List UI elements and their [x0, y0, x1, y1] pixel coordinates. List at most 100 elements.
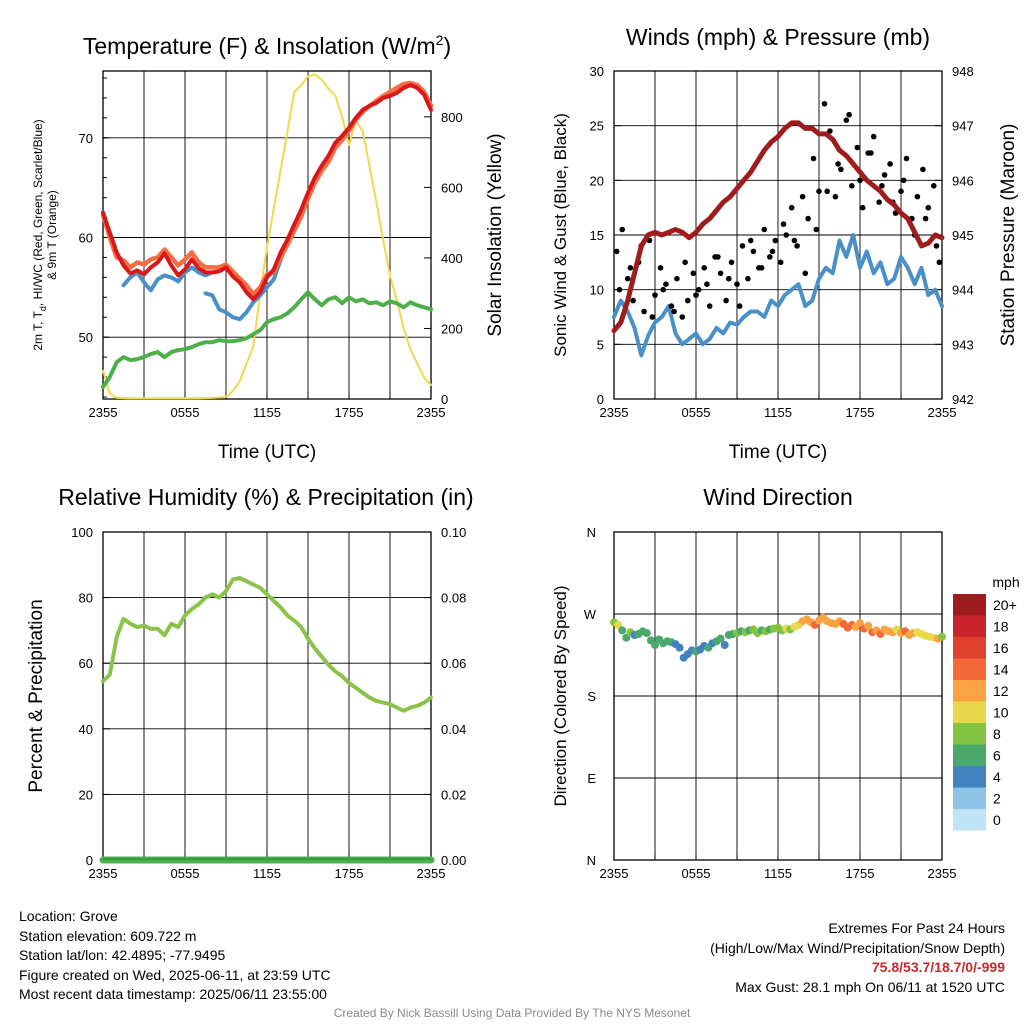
y2-axis-label-group: Solar Insolation (Yellow): [485, 133, 506, 336]
y-tick-label: 0: [86, 853, 93, 868]
y-axis-label: Sonic Wind & Gust (Blue, Black): [551, 113, 570, 357]
gust-point: [859, 204, 866, 211]
y2-tick-label: 0.08: [441, 591, 466, 606]
gust-point: [627, 265, 634, 271]
gust-point: [750, 248, 757, 255]
gust-point: [652, 292, 658, 298]
legend-label: 8: [993, 726, 1001, 742]
x-tick-label: 1155: [764, 866, 792, 881]
gust-point: [769, 248, 776, 255]
y2-tick-label: 0.04: [441, 722, 466, 737]
x-tick-label: 2355: [417, 405, 446, 420]
y-tick-label: 10: [590, 283, 604, 298]
y2-tick-label: 0.02: [441, 787, 466, 802]
gust-point: [788, 204, 795, 211]
y-tick-label: 60: [79, 230, 93, 245]
x-tick-label: 2355: [89, 405, 118, 420]
y-axis-label: 2m T, Td, HI/WC (Red, Green, Scarlet/Blu…: [31, 119, 59, 350]
y-axis-label-group: Direction (Colored By Speed): [551, 585, 570, 806]
x-tick-label: 0555: [171, 866, 200, 881]
gust-point: [630, 297, 636, 304]
gust-point: [936, 259, 943, 266]
x-axis-label: Time (UTC): [218, 442, 317, 463]
y2-tick-label: 946: [952, 173, 974, 188]
heat-index-windchill-line: [121, 240, 290, 322]
y-axis-label-group: Sonic Wind & Gust (Blue, Black): [551, 113, 570, 357]
y-axis-label-line-1: 2m T, Td, HI/WC (Red, Green, Scarlet/Blu…: [31, 119, 48, 350]
gust-point: [706, 303, 713, 309]
gust-point: [616, 286, 623, 293]
gust-point: [685, 297, 691, 304]
legend-swatch: [953, 766, 986, 788]
extremes-title: Extremes For Past 24 Hours: [828, 920, 1005, 936]
y2-tick-label: 947: [952, 119, 974, 134]
extremes-values: 75.8/53.7/18.7/0/-999: [871, 959, 1005, 975]
legend-label: 0: [993, 812, 1001, 828]
gust-point: [772, 237, 779, 244]
y2-tick-label: 0: [441, 392, 448, 407]
insolation-line: [102, 73, 432, 400]
y-tick-label: 5: [597, 337, 604, 352]
y2-tick-label: 943: [952, 337, 974, 352]
ylabel-part-3: , HI/WC (Red, Green, Scarlet/Blue): [31, 119, 45, 306]
gust-point: [922, 215, 929, 222]
credit-line: Created By Nick Bassill Using Data Provi…: [333, 1006, 691, 1020]
x-tick-label: 2355: [928, 866, 957, 881]
gust-point: [827, 128, 833, 134]
y2-tick-label: 0.10: [441, 525, 466, 540]
y-axis-label-line-2: & 9m T (Orange): [45, 190, 59, 280]
gust-point: [657, 265, 664, 271]
gust-point: [723, 297, 729, 304]
title-end: ): [443, 33, 451, 59]
x-tick-label: 2355: [600, 866, 629, 881]
gust-point: [701, 265, 707, 271]
temperature-panel: 2355 0555 1155 1755 2355 50 60 70 0 200 400 600 800 T…: [31, 32, 506, 463]
y-tick-label: 50: [79, 330, 93, 345]
legend-swatch: [953, 637, 986, 659]
wind-direction-panel: 2355 0555 1155 1755 2355 N E S W N Wind Direction D…: [551, 484, 1020, 881]
gust-point: [857, 177, 863, 184]
x-tick-label: 2355: [600, 405, 629, 420]
gust-point: [898, 188, 904, 195]
y-tick-label: 20: [590, 173, 604, 188]
gust-point: [879, 183, 885, 189]
y-tick-label: 15: [590, 228, 604, 243]
ylabel-subscript: d: [38, 306, 48, 311]
gust-point: [903, 155, 910, 162]
speed-legend: mph 20+ 18 16 14 12 10 8 6 4 2 0: [953, 574, 1020, 831]
direction-point: [938, 632, 946, 641]
max-gust-label: Max Gust: 28.1 mph On 06/11 at 1520 UTC: [735, 978, 1005, 995]
gust-point: [671, 308, 677, 315]
chart-title: Relative Humidity (%) & Precipitation (i…: [58, 484, 473, 510]
gust-point: [736, 303, 743, 309]
direction-point: [675, 643, 684, 652]
legend-swatch: [953, 658, 986, 680]
legend-label: 4: [993, 769, 1001, 785]
chart-title: Temperature (F) & Insolation (W/m2): [83, 32, 451, 59]
y-tick-label: N: [587, 525, 596, 540]
y-tick-label: W: [584, 607, 597, 622]
extremes-legend: (High/Low/Max Wind/Precipitation/Snow De…: [710, 939, 1005, 956]
gust-point: [649, 314, 656, 320]
y2-tick-label: 0.06: [441, 656, 466, 671]
y2-axis-label: Station Pressure (Maroon): [998, 124, 1019, 347]
gust-point: [739, 243, 746, 249]
legend-swatch: [953, 680, 986, 702]
x-tick-label: 1155: [764, 405, 792, 420]
gust-point: [838, 166, 844, 173]
winds-pressure-panel: 2355 0555 1155 1755 235505101520253094294394…: [551, 24, 1019, 463]
legend-swatch: [953, 701, 986, 723]
gust-point: [832, 193, 839, 200]
title-superscript: 2: [436, 32, 444, 48]
gust-point: [660, 286, 666, 293]
gust-point: [849, 183, 855, 189]
gust-point: [843, 117, 850, 123]
legend-label: 14: [993, 662, 1009, 678]
gust-point: [704, 281, 710, 288]
gust-point: [682, 259, 688, 266]
x-tick-label: 0555: [171, 405, 200, 420]
y2-tick-label: 944: [952, 283, 974, 298]
direction-point: [614, 620, 623, 629]
y-tick-label: S: [587, 689, 596, 704]
y2-tick-label: 400: [441, 251, 463, 266]
